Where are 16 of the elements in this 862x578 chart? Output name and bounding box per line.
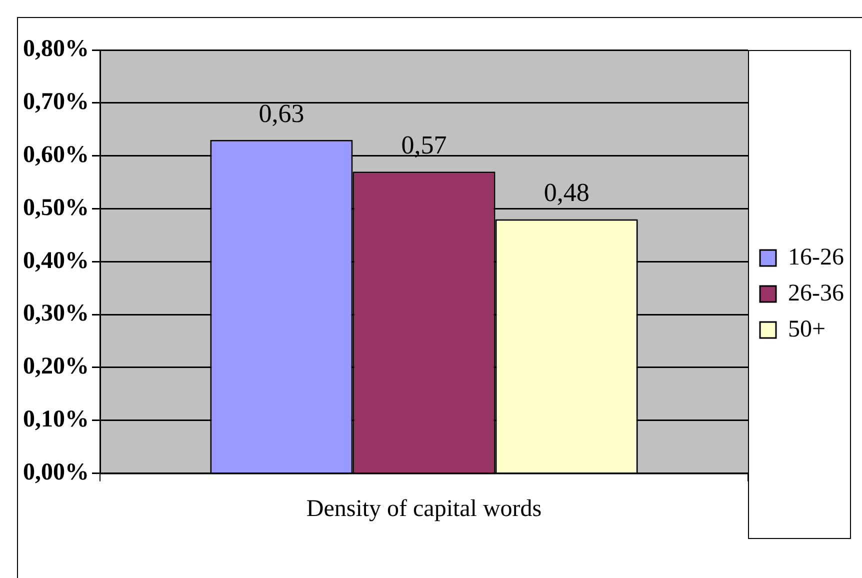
y-tick-label: 0,40% <box>23 248 89 274</box>
y-tick-label: 0,10% <box>23 406 89 433</box>
y-tick-label: 0,00% <box>23 459 89 486</box>
data-label: 0,57 <box>401 130 447 160</box>
x-tick-label: Density of capital words <box>306 496 542 522</box>
legend-label: 50+ <box>788 316 826 342</box>
y-tick-label: 0,20% <box>23 354 89 380</box>
y-tick-label: 0,60% <box>23 142 89 168</box>
data-label: 0,48 <box>544 178 590 208</box>
y-tick-label: 0,50% <box>23 194 89 221</box>
legend-label: 16-26 <box>788 244 844 270</box>
data-label: 0,63 <box>258 98 304 128</box>
y-tick-label: 0,80% <box>23 36 89 62</box>
y-tick-label: 0,30% <box>23 300 89 327</box>
y-tick-label: 0,70% <box>23 89 89 116</box>
legend-label: 26-36 <box>788 280 844 306</box>
